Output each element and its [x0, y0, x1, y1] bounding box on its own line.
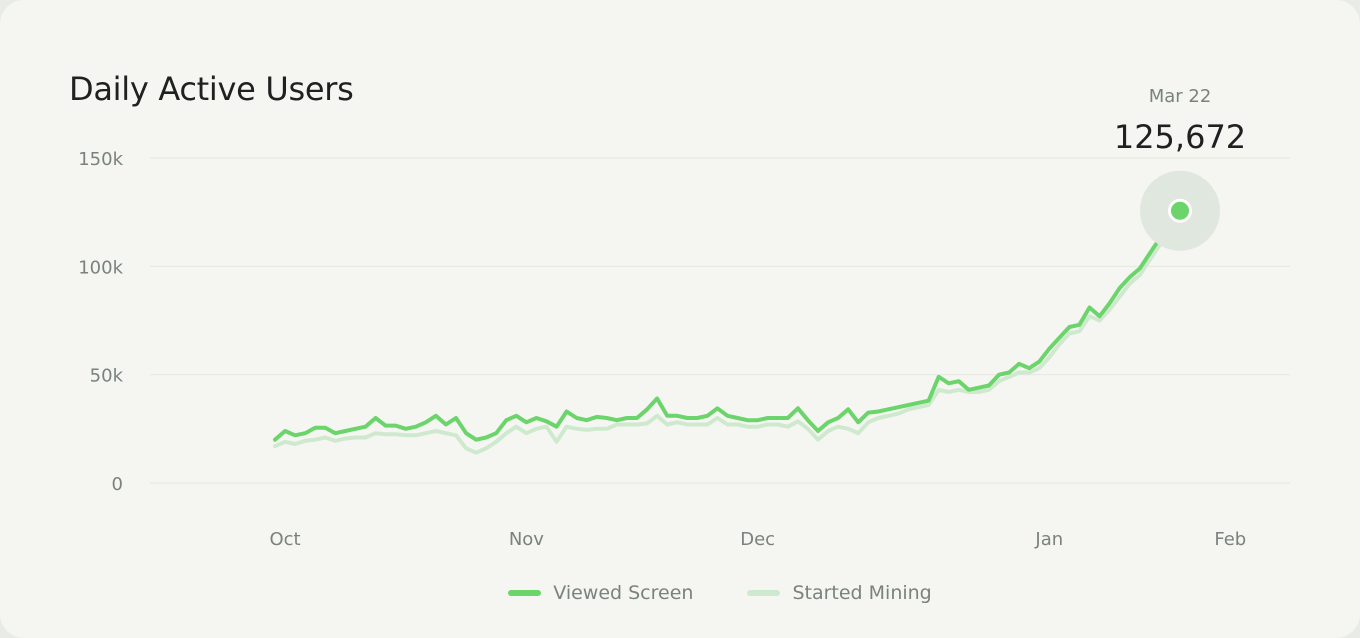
highlight-group[interactable]: Mar 22 125,672 [1114, 86, 1246, 251]
y-tick-label-50k: 50k [90, 366, 124, 387]
legend-swatch-viewed-screen [508, 590, 542, 596]
x-tick-label-dec: Dec [740, 529, 775, 550]
legend-swatch-started-mining [747, 590, 781, 596]
x-tick-label-feb: Feb [1214, 529, 1246, 550]
series-line-started-mining [273, 216, 1182, 455]
x-tick-label-oct: Oct [269, 529, 300, 550]
chart-title: Daily Active Users [69, 70, 354, 108]
legend-item-started-mining[interactable]: Started Mining [747, 582, 932, 604]
x-tick-label-nov: Nov [509, 529, 544, 550]
x-tick-label-jan: Jan [1034, 529, 1063, 550]
y-tick-label-100k: 100k [78, 257, 123, 278]
legend-item-viewed-screen[interactable]: Viewed Screen [508, 582, 693, 604]
x-axis-ticks: Oct Nov Dec Jan Feb [269, 529, 1246, 550]
legend-label-viewed-screen: Viewed Screen [553, 582, 694, 604]
series-lines [273, 208, 1182, 455]
y-tick-label-150k: 150k [78, 149, 123, 170]
legend-label-started-mining: Started Mining [792, 582, 932, 604]
legend: Viewed Screen Started Mining [0, 582, 1360, 604]
highlight-point [1168, 198, 1192, 223]
gridlines [150, 157, 1290, 484]
highlight-value: 125,672 [1114, 118, 1246, 156]
series-line-viewed-screen [273, 208, 1182, 442]
y-tick-label-0: 0 [112, 474, 123, 495]
highlight-date: Mar 22 [1149, 86, 1212, 107]
y-axis-ticks: 0 50k 100k 150k [78, 149, 123, 495]
